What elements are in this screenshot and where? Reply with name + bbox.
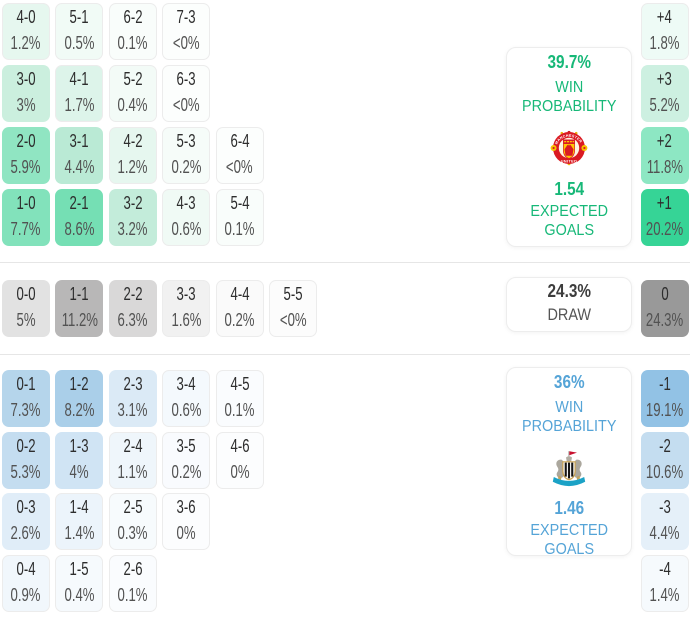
- svg-text:UNITED: UNITED: [560, 160, 577, 164]
